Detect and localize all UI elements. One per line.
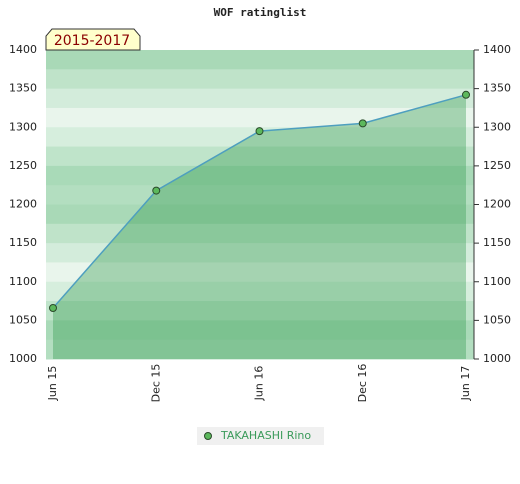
y-tick-label: 1200 [9,198,37,211]
band [46,301,474,321]
band [46,262,474,283]
band [46,69,474,90]
band [46,320,474,341]
point [462,90,470,99]
y2-tick-label: 1000 [483,352,511,365]
y2-tick-label: 1300 [483,120,511,133]
band [46,281,474,302]
y-tick-label: 1300 [9,120,37,133]
annotation-box [45,28,141,51]
chart-title: WOF ratinglist [214,6,307,19]
y-tick-label: 1100 [9,275,37,288]
point [358,119,367,128]
point [49,304,57,313]
band [46,50,474,70]
area [53,94,466,360]
point [255,127,264,136]
plot-area [46,50,474,360]
legend [197,427,324,445]
legend-marker [204,432,212,440]
y-tick-label: 1050 [9,313,37,326]
band [46,165,474,186]
point [152,186,161,195]
x-tick-label: Jun 15 [46,366,59,402]
y-tick-label: 1250 [9,159,37,172]
band [46,339,474,360]
band [46,88,474,109]
y-tick-label: 1150 [9,236,37,249]
band [46,204,474,225]
y2-tick-label: 1400 [483,43,511,56]
legend-label: TAKAHASHI Rino [220,429,311,442]
x-tick-label: Jun 16 [253,366,266,402]
x-tick-label: Dec 15 [149,364,162,403]
y2-tick-label: 1100 [483,275,511,288]
band [46,223,474,244]
annotation: 2015-2017 [54,33,130,49]
band [46,146,474,167]
y2-tick-label: 1050 [483,313,511,326]
x-tick-label: Dec 16 [356,364,369,403]
y-tick-label: 1000 [9,352,37,365]
band [46,243,474,263]
y-tick-label: 1400 [9,43,37,56]
y2-tick-label: 1200 [483,198,511,211]
y2-tick-label: 1250 [483,159,511,172]
y2-tick-label: 1350 [483,82,511,95]
y-tick-label: 1350 [9,82,37,95]
y2-tick-label: 1150 [483,236,511,249]
x-tick-label: Jun 17 [459,366,472,402]
band [46,127,474,148]
